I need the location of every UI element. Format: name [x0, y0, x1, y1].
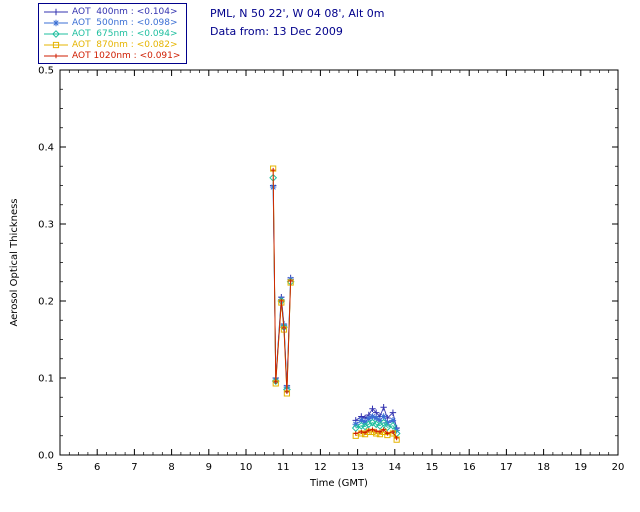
station-info: PML, N 50 22', W 04 08', Alt 0m [210, 7, 385, 20]
series-line-AOT-500nm [272, 187, 398, 431]
x-tick-label: 7 [131, 462, 137, 473]
x-tick-label: 19 [574, 462, 587, 473]
legend-line-sample-icon [44, 8, 68, 15]
plot-frame [59, 69, 619, 456]
series-markers-AOT-1020nm [270, 167, 399, 441]
legend-row: AOT 1020nm : <0.091> [43, 50, 180, 61]
x-axis-label: Time (GMT) [309, 478, 368, 489]
x-tick-label: 10 [240, 462, 253, 473]
legend-label: AOT 675nm : <0.094> [72, 28, 178, 39]
x-tick-label: 20 [612, 462, 625, 473]
legend-line-sample-icon [44, 53, 68, 58]
legend-row: AOT 675nm : <0.094> [43, 28, 180, 39]
legend-row: AOT 500nm : <0.098> [43, 17, 180, 28]
x-tick-label: 15 [426, 462, 439, 473]
y-tick-label: 0.4 [38, 143, 54, 154]
x-tick-label: 11 [277, 462, 290, 473]
y-tick-label: 0.0 [38, 451, 54, 462]
legend-line-sample-icon [44, 41, 68, 48]
y-tick-label: 0.2 [38, 297, 54, 308]
x-tick-label: 6 [94, 462, 100, 473]
legend-box: AOT 400nm : <0.104> AOT 500nm : <0.098> AO… [38, 3, 188, 64]
series-line-AOT-675nm [272, 177, 398, 434]
x-tick-label: 16 [463, 462, 476, 473]
x-tick-label: 9 [206, 462, 212, 473]
y-tick-label: 0.3 [38, 220, 54, 231]
legend-label: AOT 870nm : <0.082> [72, 39, 178, 50]
legend-row: AOT 870nm : <0.082> [43, 39, 180, 50]
minor-ticks [60, 70, 618, 455]
y-axis-label: Aerosol Optical Thickness [9, 198, 20, 326]
y-tick-label: 0.5 [38, 66, 54, 77]
y-tick-label: 0.1 [38, 374, 54, 385]
series-line-AOT-1020nm [272, 170, 398, 439]
legend-line-sample-icon [44, 29, 68, 38]
x-tick-label: 18 [537, 462, 550, 473]
series-line-AOT-870nm [272, 168, 398, 440]
legend-line-sample-icon [44, 19, 68, 26]
legend-label: AOT 400nm : <0.104> [72, 6, 178, 17]
legend-label: AOT 1020nm : <0.091> [72, 50, 181, 61]
x-tick-label: 12 [314, 462, 327, 473]
data-date: Data from: 13 Dec 2009 [210, 25, 343, 38]
x-tick-label: 5 [57, 462, 63, 473]
x-tick-label: 13 [351, 462, 364, 473]
major-ticks [59, 69, 619, 456]
legend-label: AOT 500nm : <0.098> [72, 17, 178, 28]
x-tick-label: 14 [388, 462, 401, 473]
x-tick-label: 17 [500, 462, 513, 473]
x-tick-label: 8 [168, 462, 174, 473]
legend-row: AOT 400nm : <0.104> [43, 6, 180, 17]
series-line-AOT-400nm [272, 185, 398, 429]
